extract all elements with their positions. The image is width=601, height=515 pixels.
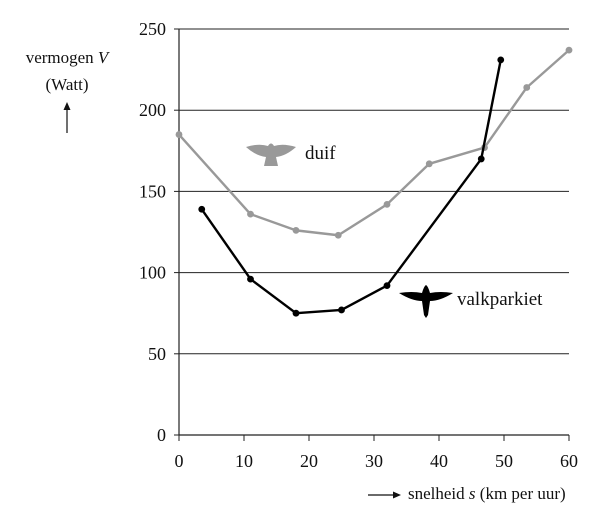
x-axis-label-text: snelheid xyxy=(408,484,465,503)
x-axis-unit: (km per uur) xyxy=(479,484,566,503)
data-point xyxy=(338,306,345,314)
data-point xyxy=(247,275,254,283)
arrow-up-icon xyxy=(63,102,71,133)
series-labels: duif valkparkiet xyxy=(305,143,543,310)
x-tick-label: 20 xyxy=(300,451,318,471)
data-point xyxy=(425,160,433,168)
data-point xyxy=(247,210,254,218)
x-tick-label: 30 xyxy=(365,451,383,471)
y-axis-unit: (Watt) xyxy=(45,75,89,94)
y-tick-label: 100 xyxy=(139,263,166,283)
data-point xyxy=(334,231,342,239)
x-axis-variable: s xyxy=(468,484,476,503)
series-line-valkparkiet xyxy=(200,59,502,315)
data-point xyxy=(523,84,531,91)
data-point xyxy=(497,56,505,64)
arrow-right-icon xyxy=(368,485,402,505)
x-tick-label: 40 xyxy=(430,451,448,471)
series-label-valkparkiet: valkparkiet xyxy=(457,289,543,310)
series-line-duif xyxy=(178,49,570,237)
x-tick-label: 0 xyxy=(175,451,184,471)
grid-lines xyxy=(179,28,569,355)
data-point xyxy=(383,282,391,289)
pigeon-icon xyxy=(246,143,296,166)
data-point xyxy=(565,46,573,54)
data-point xyxy=(477,155,485,163)
y-tick-label: 0 xyxy=(157,425,166,445)
data-point xyxy=(292,309,300,317)
data-point xyxy=(175,131,183,138)
x-tick-label: 50 xyxy=(495,451,513,471)
data-point xyxy=(292,226,300,234)
y-axis-label-text: vermogen xyxy=(25,48,94,67)
y-axis-variable: V xyxy=(97,48,109,67)
x-tick-label: 10 xyxy=(235,451,253,471)
y-tick-label: 150 xyxy=(139,181,166,201)
y-axis-label: vermogen V (Watt) xyxy=(8,44,126,134)
y-tick-label: 50 xyxy=(148,344,166,364)
data-point xyxy=(198,205,206,213)
bird-icons xyxy=(246,143,453,318)
x-axis-label: snelheid s (km per uur) xyxy=(368,484,566,505)
series-lines xyxy=(175,46,573,317)
x-tick-label: 60 xyxy=(560,451,578,471)
cockatiel-icon xyxy=(399,285,453,318)
axes xyxy=(174,28,570,441)
data-point xyxy=(383,200,391,208)
series-label-duif: duif xyxy=(305,143,336,164)
x-tick-labels: 0 10 20 30 40 50 60 xyxy=(175,451,579,471)
y-tick-label: 250 xyxy=(139,19,166,39)
y-tick-label: 200 xyxy=(139,100,166,120)
y-tick-labels: 0 50 100 150 200 250 xyxy=(139,19,166,445)
